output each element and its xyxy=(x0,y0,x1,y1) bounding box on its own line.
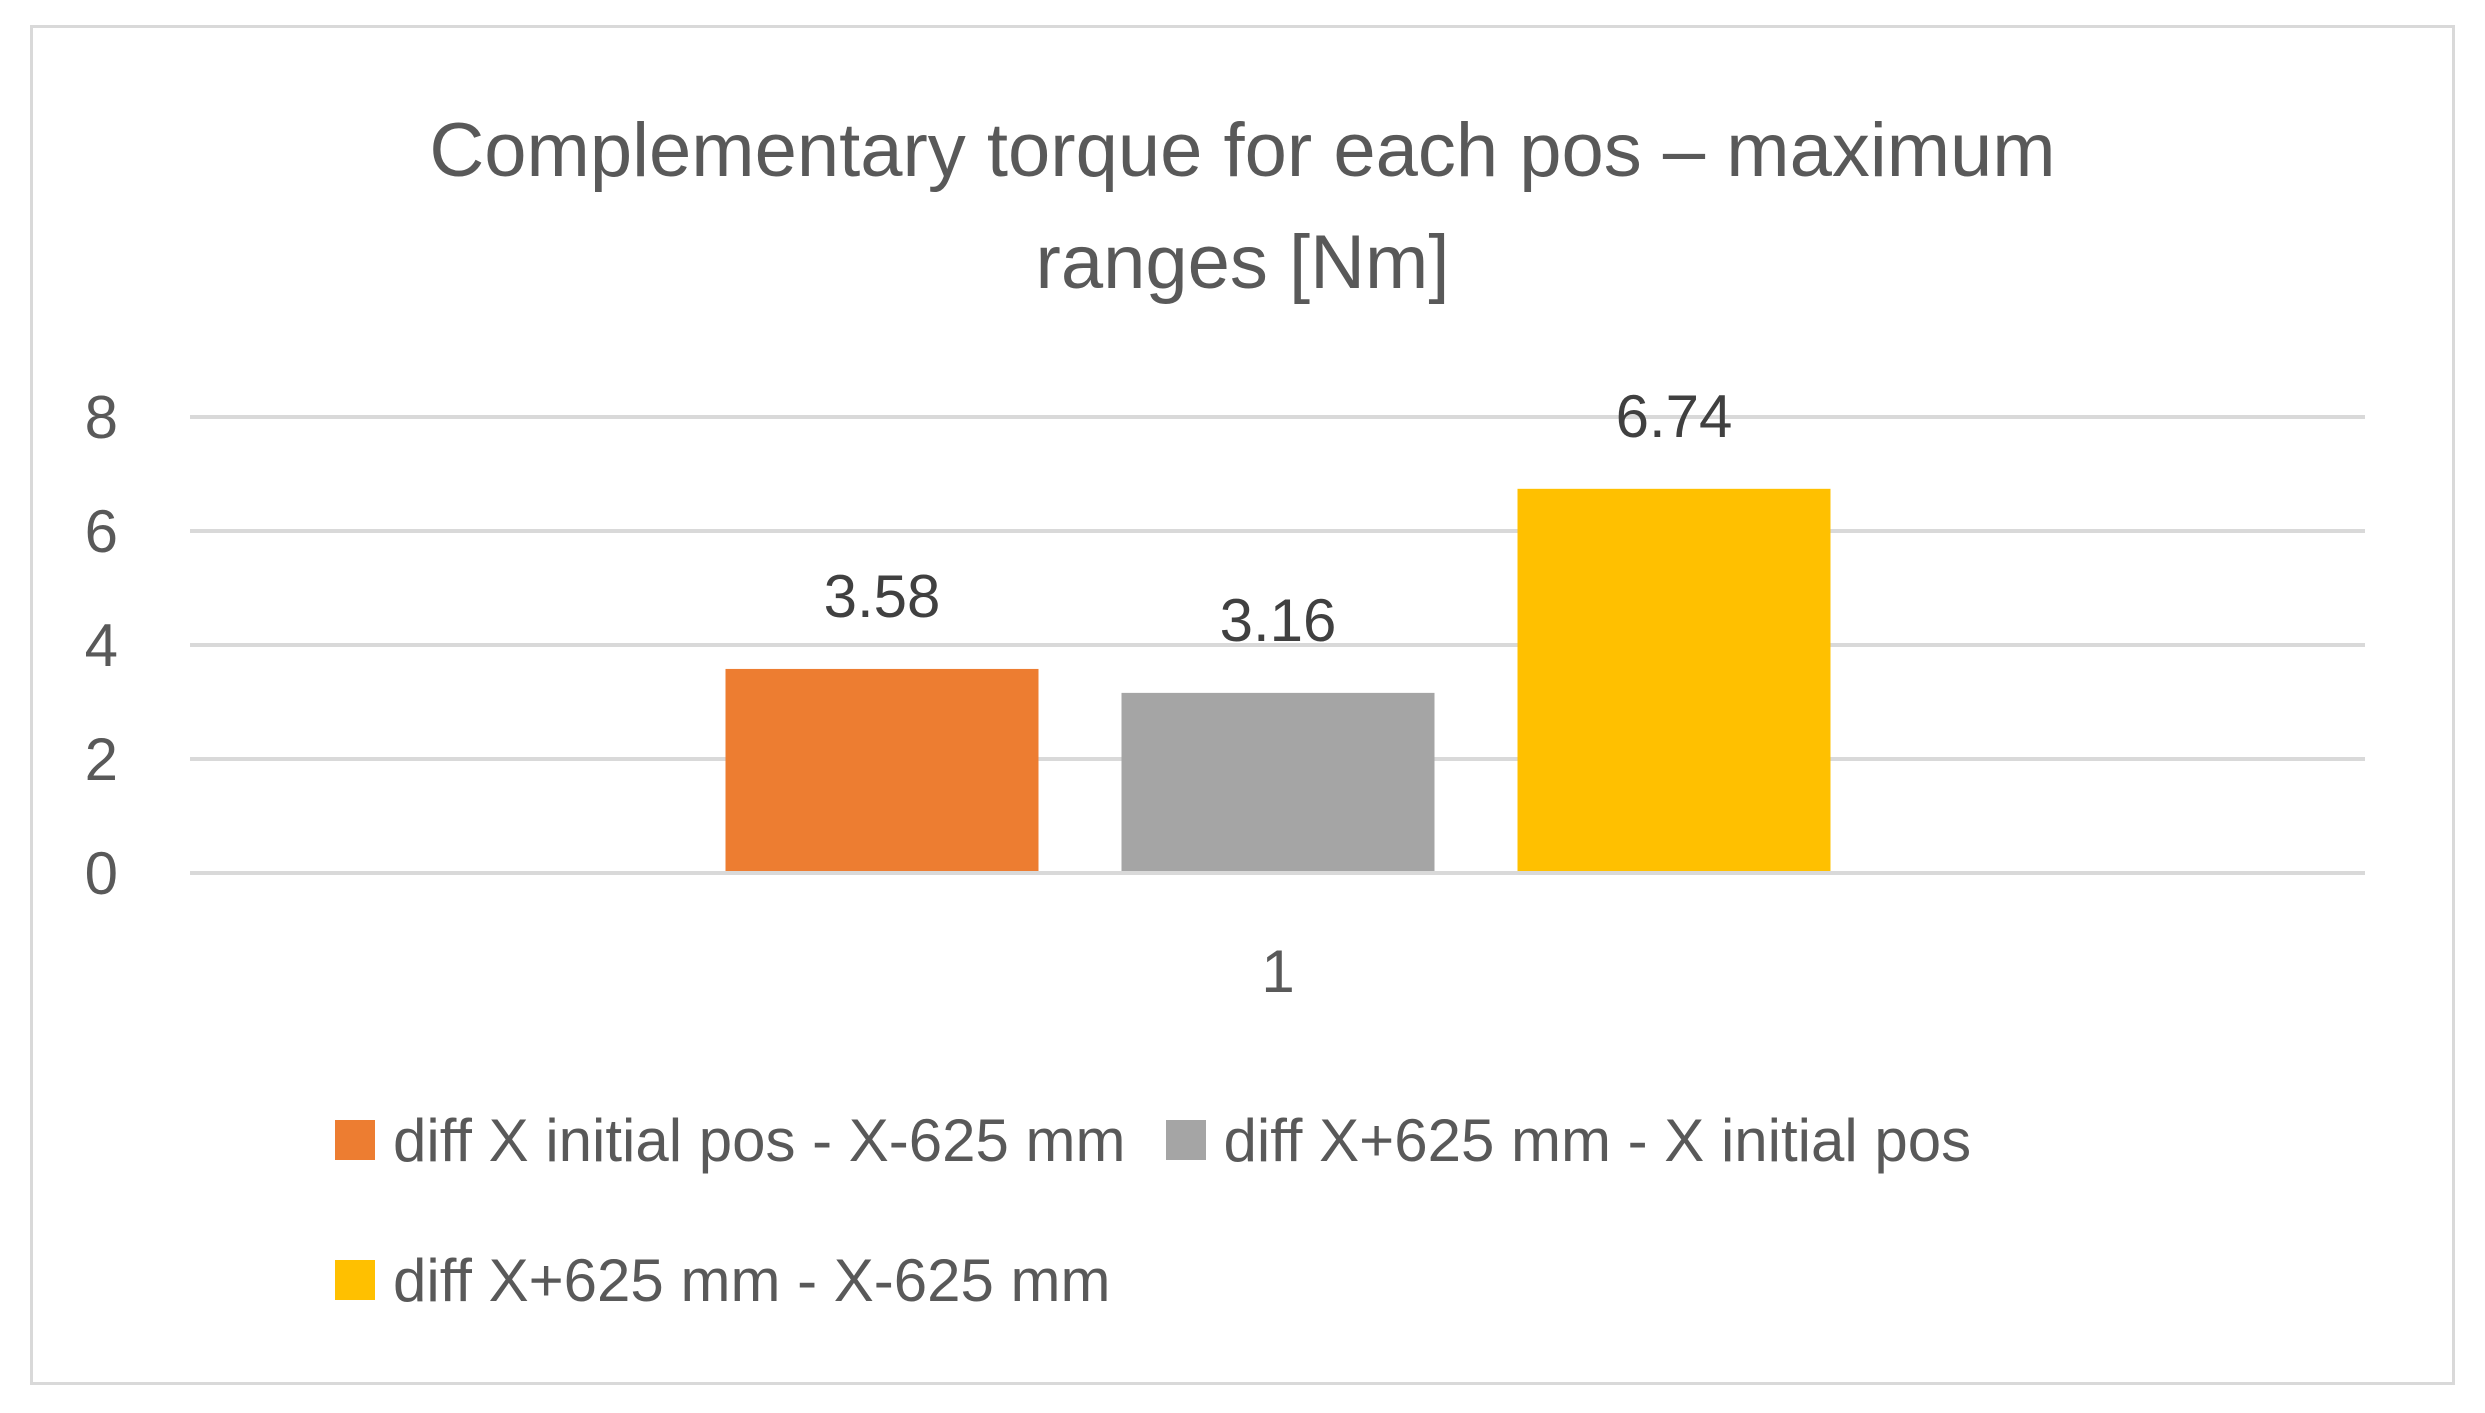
data-label-series-1: 3.58 xyxy=(824,563,941,630)
chart-title: Complementary torque for each pos – maxi… xyxy=(0,95,2485,319)
legend-label-3: diff X+625 mm - X-625 mm xyxy=(393,1246,1111,1314)
bar-series-1 xyxy=(725,668,1039,873)
legend-swatch-2 xyxy=(1165,1120,1206,1160)
legend-label-1: diff X initial pos - X-625 mm xyxy=(393,1106,1126,1174)
x-axis-tick-labels: 1 xyxy=(1261,938,1294,1005)
y-axis-tick-labels: 0 2 4 6 8 xyxy=(85,384,118,907)
y-tick-label-8: 8 xyxy=(85,384,118,451)
y-tick-label-0: 0 xyxy=(85,840,118,907)
legend: diff X initial pos - X-625 mm diff X+625… xyxy=(335,1095,2335,1375)
legend-row-1: diff X initial pos - X-625 mm diff X+625… xyxy=(335,1095,2335,1185)
y-tick-label-4: 4 xyxy=(85,612,118,679)
y-tick-label-2: 2 xyxy=(85,726,118,793)
data-label-series-3: 6.74 xyxy=(1616,383,1733,450)
data-labels: 3.58 3.16 6.74 xyxy=(824,383,1733,654)
legend-label-2: diff X+625 mm - X initial pos xyxy=(1223,1106,1972,1174)
legend-item-1: diff X initial pos - X-625 mm xyxy=(335,1106,1126,1175)
data-label-series-2: 3.16 xyxy=(1220,587,1337,654)
x-tick-label-1: 1 xyxy=(1261,938,1294,1005)
chart-title-line-1: Complementary torque for each pos – maxi… xyxy=(429,108,2056,193)
legend-swatch-3 xyxy=(335,1260,375,1300)
legend-item-3: diff X+625 mm - X-625 mm xyxy=(335,1246,1110,1315)
bars xyxy=(190,488,2365,875)
legend-row-2: diff X+625 mm - X-625 mm xyxy=(335,1235,2335,1325)
legend-swatch-1 xyxy=(335,1120,375,1160)
y-tick-label-6: 6 xyxy=(85,498,118,565)
bar-series-3 xyxy=(1517,488,1831,873)
bar-series-2 xyxy=(1121,692,1435,873)
legend-item-2: diff X+625 mm - X initial pos xyxy=(1165,1106,1972,1175)
chart-title-line-2: ranges [Nm] xyxy=(1035,220,1450,305)
